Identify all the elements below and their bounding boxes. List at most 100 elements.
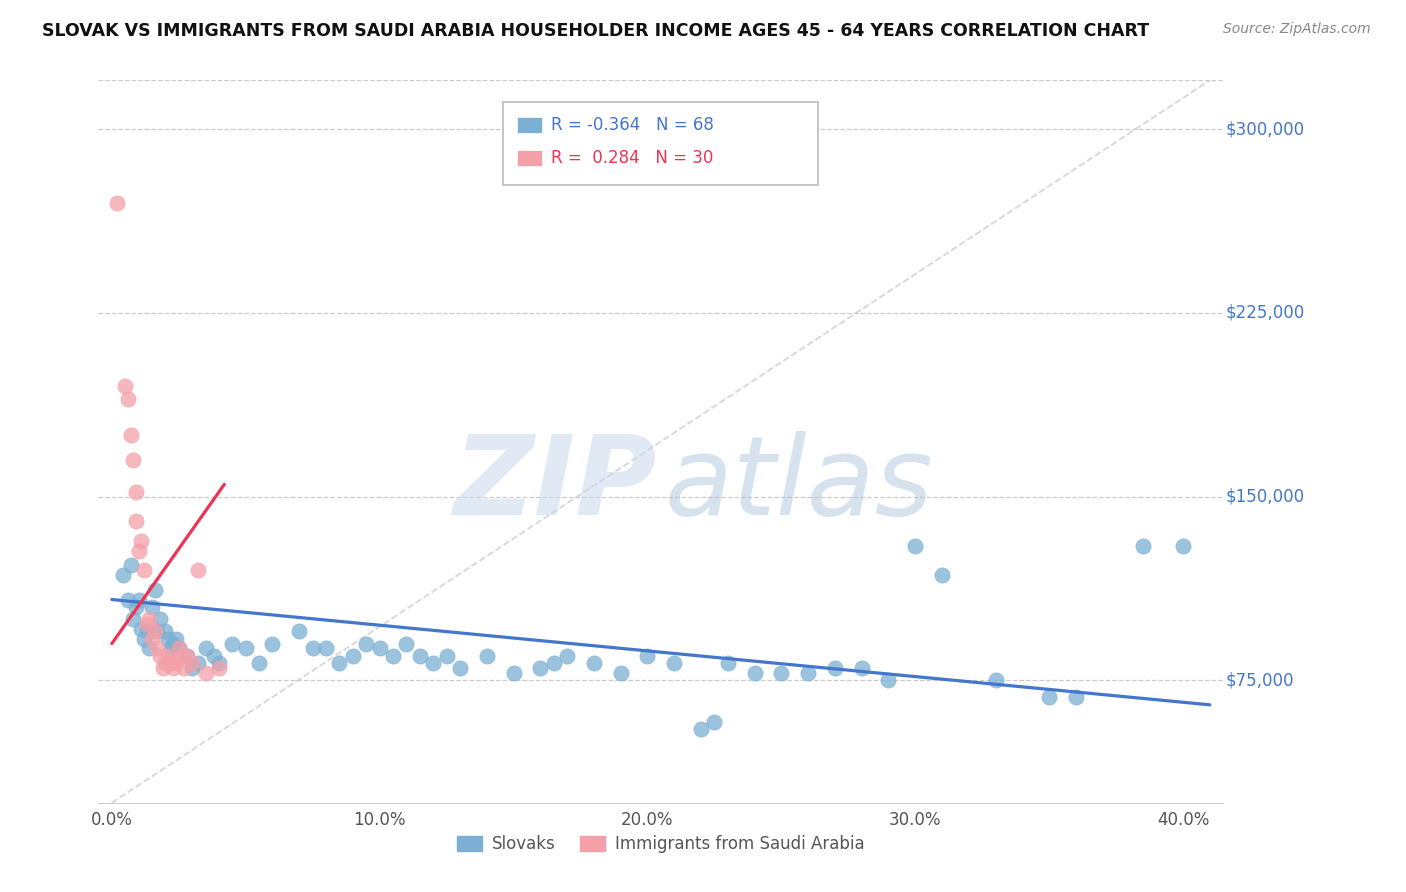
Point [143,624,166,639]
Text: $75,000: $75,000 [1226,672,1294,690]
Point [208,661,231,675]
Bar [517,117,541,133]
Point [162,637,184,651]
Point [475,648,498,663]
Text: ZIP: ZIP [454,432,658,539]
Point [636,648,658,663]
Point [904,539,927,553]
Point [194,641,217,656]
Text: $300,000: $300,000 [1226,120,1305,138]
Point [877,673,900,688]
Point [851,661,873,675]
Point [129,533,152,548]
Point [135,624,157,639]
Point [354,637,377,651]
Point [157,648,180,663]
Point [125,514,148,528]
Point [117,392,139,406]
Point [173,661,195,675]
Point [409,648,432,663]
Point [382,648,405,663]
Point [117,592,139,607]
Point [122,612,145,626]
Point [221,637,243,651]
Point [129,622,152,636]
Point [114,379,136,393]
Point [170,648,193,663]
Text: $225,000: $225,000 [1226,304,1305,322]
Point [176,648,198,663]
Point [176,648,198,663]
Point [1064,690,1087,705]
Point [502,665,524,680]
Point [609,665,631,680]
Point [132,632,155,646]
Point [690,723,713,737]
Point [125,599,148,614]
Point [436,648,458,663]
Point [165,656,187,670]
Point [186,563,208,577]
Point [422,656,444,670]
Point [155,656,177,670]
Text: Source: ZipAtlas.com: Source: ZipAtlas.com [1223,22,1371,37]
Point [152,661,174,675]
Text: R =  0.284   N = 30: R = 0.284 N = 30 [551,149,713,168]
Point [186,656,208,670]
Point [128,592,150,607]
Point [368,641,391,656]
Point [703,714,725,729]
Point [449,661,471,675]
Point [1132,539,1154,553]
Point [931,568,953,582]
Point [155,624,177,639]
Point [138,641,160,656]
Point [664,656,686,670]
Point [202,648,225,663]
Point [208,656,231,670]
Point [1171,539,1194,553]
Point [247,656,270,670]
Point [146,641,169,656]
Point [122,453,145,467]
Point [235,641,257,656]
Point [120,428,142,442]
Point [181,661,204,675]
Text: atlas: atlas [664,432,932,539]
Point [159,656,181,670]
Point [395,637,418,651]
Point [138,612,160,626]
Point [105,195,128,210]
Point [984,673,1007,688]
Point [529,661,551,675]
Point [162,661,184,675]
Point [128,543,150,558]
Text: $150,000: $150,000 [1226,488,1305,506]
Point [328,656,350,670]
Point [159,641,181,656]
Point [797,665,820,680]
FancyBboxPatch shape [503,102,818,185]
Legend: Slovaks, Immigrants from Saudi Arabia: Slovaks, Immigrants from Saudi Arabia [450,828,872,860]
Point [167,641,190,656]
Point [315,641,337,656]
Point [141,632,163,646]
Point [717,656,740,670]
Point [555,648,578,663]
Point [135,617,157,632]
Bar [517,151,541,166]
Point [181,656,204,670]
Point [149,612,172,626]
Point [165,632,187,646]
Point [824,661,846,675]
Text: SLOVAK VS IMMIGRANTS FROM SAUDI ARABIA HOUSEHOLDER INCOME AGES 45 - 64 YEARS COR: SLOVAK VS IMMIGRANTS FROM SAUDI ARABIA H… [42,22,1149,40]
Point [194,665,217,680]
Point [141,599,163,614]
Point [149,648,172,663]
Point [157,632,180,646]
Point [1038,690,1060,705]
Point [770,665,793,680]
Point [543,656,565,670]
Text: R = -0.364   N = 68: R = -0.364 N = 68 [551,116,713,134]
Point [111,568,134,582]
